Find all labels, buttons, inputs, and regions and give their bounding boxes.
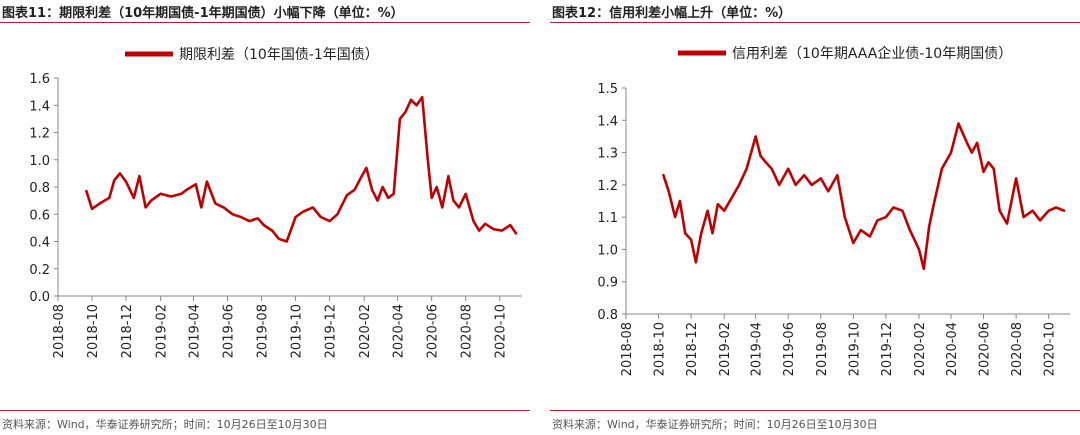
chart-title: 图表11：期限利差（10年期国债-1年期国债）小幅下降（单位：%） [2, 6, 404, 21]
y-tick-label: 0.8 [597, 308, 618, 323]
term-spread-chart: 0.0 0.2 0.4 0.6 0.8 1.0 1.2 1.4 1.6 2018-08 2018-1… [29, 47, 522, 358]
title-divider [550, 22, 1080, 23]
y-tick-label: 1.2 [597, 179, 618, 194]
y-tick-label: 1.6 [29, 72, 50, 87]
y-tick-label: 1.0 [597, 243, 618, 258]
y-tick-label: 1.0 [29, 154, 50, 169]
x-tick-label: 2020-06 [978, 322, 993, 376]
x-tick-label: 2020-06 [426, 304, 441, 358]
y-tick-label: 1.4 [597, 114, 618, 129]
y-tick-label: 0.6 [29, 208, 50, 223]
x-tick-label: 2019-04 [750, 322, 765, 376]
x-tick-label: 2019-02 [718, 322, 733, 376]
x-tick-label: 2019-08 [256, 304, 271, 358]
x-tick-label: 2019-06 [782, 322, 797, 376]
x-tick-label: 2019-04 [188, 304, 203, 358]
x-tick-label: 2019-12 [880, 322, 895, 376]
source-note: 资料来源：Wind，华泰证券研究所；时间：10月26日至10月30日 [2, 418, 328, 431]
y-tick-label: 1.3 [597, 147, 618, 162]
x-tick-label: 2019-10 [290, 304, 305, 358]
y-tick-label: 1.1 [597, 211, 618, 226]
credit-spread-panel: 图表12：信用利差小幅上升（单位：%） 0.8 0.9 1.0 1.1 1.2 1.3 1.… [550, 0, 1080, 435]
x-tick-label: 2020-08 [460, 304, 475, 358]
x-tick-label: 2018-10 [653, 322, 668, 376]
credit-spread-chart: 0.8 0.9 1.0 1.1 1.2 1.3 1.4 1.5 2018-08 2018-10 20… [597, 45, 1070, 376]
x-tick-label: 2018-08 [52, 304, 67, 358]
term-spread-panel: 图表11：期限利差（10年期国债-1年期国债）小幅下降（单位：%） 0.0 0.2… [0, 0, 530, 435]
x-tick-label: 2019-06 [222, 304, 237, 358]
series-line [85, 95, 518, 243]
chart-title: 图表12：信用利差小幅上升（单位：%） [552, 6, 792, 21]
x-tick-label: 2019-12 [324, 304, 339, 358]
x-tick-label: 2020-04 [945, 322, 960, 376]
source-note: 资料来源：Wind，华泰证券研究所；时间：10月26日至10月30日 [552, 418, 878, 431]
x-tick-label: 2020-08 [1010, 322, 1025, 376]
source-divider [550, 410, 1080, 411]
x-tick-label: 2020-02 [913, 322, 928, 376]
x-tick-label: 2019-08 [815, 322, 830, 376]
x-tick-label: 2020-10 [494, 304, 509, 358]
legend-label: 信用利差（10年期AAA企业债-10年期国债） [732, 45, 1012, 62]
x-tick-label: 2019-02 [155, 304, 170, 358]
y-tick-label: 0.2 [29, 263, 50, 278]
y-tick-label: 1.2 [29, 127, 50, 142]
y-tick-label: 1.5 [597, 82, 618, 97]
y-tick-label: 0.0 [29, 290, 50, 305]
x-tick-label: 2019-10 [847, 322, 862, 376]
legend-label: 期限利差（10年国债-1年国债） [179, 47, 379, 63]
x-tick-label: 2018-12 [120, 304, 135, 358]
y-tick-label: 1.4 [29, 99, 50, 114]
title-divider [0, 22, 530, 23]
series-line [662, 122, 1066, 271]
x-tick-label: 2020-02 [358, 304, 373, 358]
x-tick-label: 2020-04 [392, 304, 407, 358]
y-tick-label: 0.4 [29, 236, 50, 251]
x-tick-label: 2018-12 [685, 322, 700, 376]
x-tick-label: 2018-08 [620, 322, 635, 376]
x-tick-label: 2020-10 [1043, 322, 1058, 376]
y-tick-label: 0.8 [29, 181, 50, 196]
legend: 期限利差（10年国债-1年国债） [125, 47, 379, 63]
x-tick-label: 2018-10 [86, 304, 101, 358]
source-divider [0, 410, 530, 411]
y-tick-label: 0.9 [597, 276, 618, 291]
legend: 信用利差（10年期AAA企业债-10年期国债） [678, 45, 1012, 62]
